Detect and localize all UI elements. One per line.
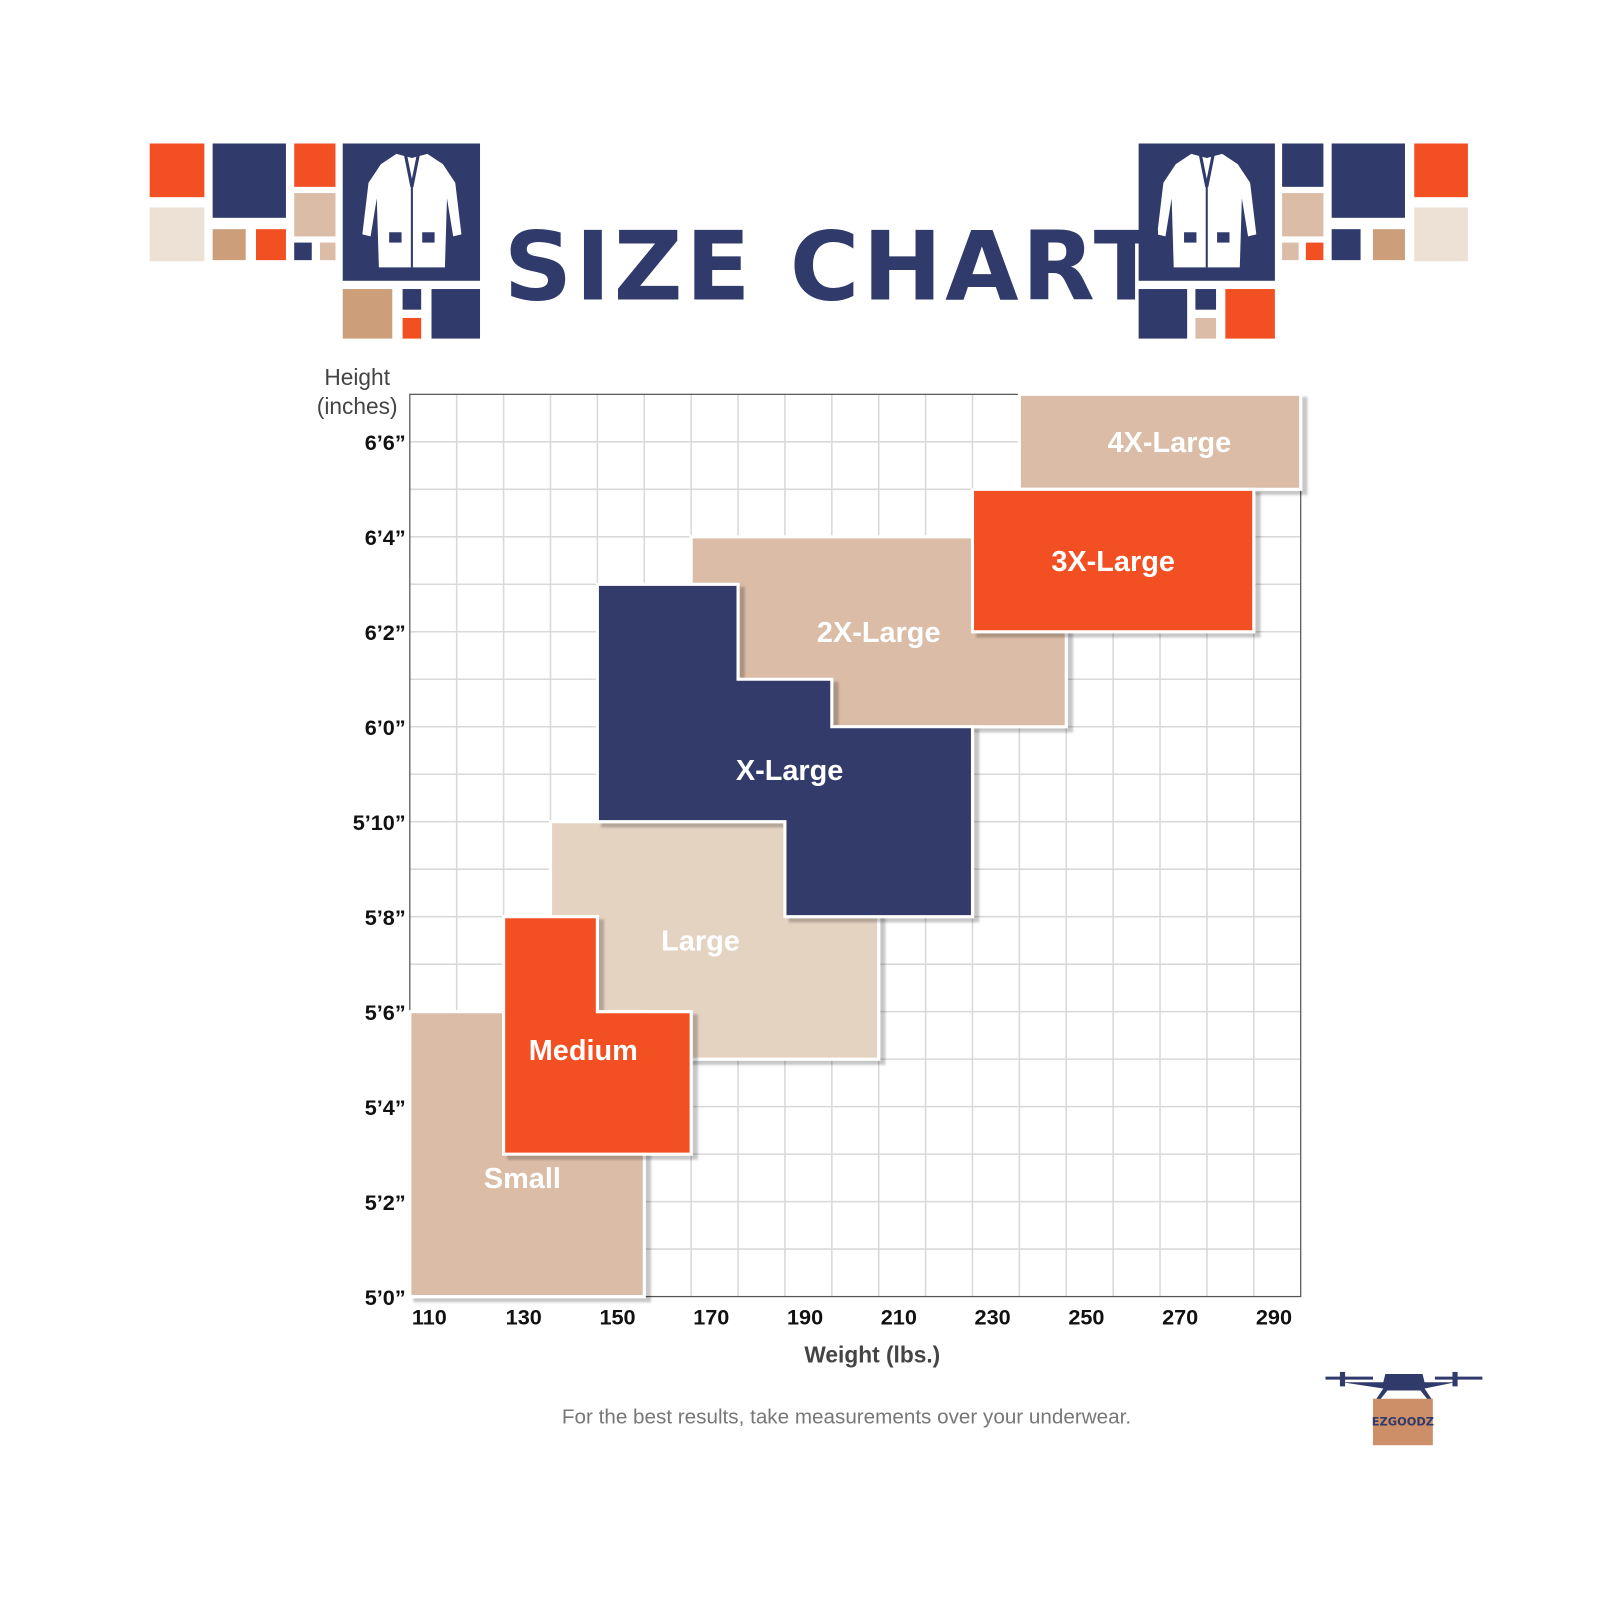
- y-tick-label: 5’2”: [365, 1190, 406, 1215]
- size-label: 3X-Large: [1051, 546, 1175, 578]
- page-title: SIZE CHART: [503, 211, 1162, 323]
- lab-coat-icon: [1138, 143, 1275, 281]
- size-label: Large: [661, 926, 740, 958]
- lab-coat-icon: [342, 143, 481, 281]
- size-region-3x-large: [970, 487, 1256, 634]
- y-tick-label: 6’4”: [365, 525, 406, 550]
- x-tick-label: 250: [1068, 1304, 1104, 1329]
- size-label: Medium: [529, 1035, 638, 1067]
- x-tick-label: 190: [787, 1304, 823, 1329]
- x-tick-label: 230: [975, 1304, 1011, 1329]
- size-label: X-Large: [736, 755, 844, 787]
- size-label: Small: [484, 1163, 561, 1195]
- x-axis-title: Weight (lbs.): [804, 1341, 941, 1368]
- y-axis-title: Height (inches): [316, 364, 398, 420]
- x-tick-label: 270: [1162, 1304, 1198, 1329]
- x-tick-label: 170: [693, 1304, 729, 1329]
- y-tick-label: 5’4”: [365, 1095, 406, 1120]
- logo-text: EZGOODZ: [1372, 1415, 1434, 1429]
- ezgoodz-drone-logo: EZGOODZ: [1325, 1371, 1483, 1446]
- y-tick-label: 6’2”: [365, 620, 406, 645]
- y-tick-label: 5’0”: [365, 1285, 406, 1310]
- x-tick-label: 110: [412, 1304, 447, 1329]
- plot-border: [409, 393, 1302, 1298]
- x-tick-label: 210: [881, 1304, 917, 1329]
- footer-note: For the best results, take measurements …: [561, 1405, 1132, 1429]
- y-tick-label: 5’6”: [365, 1000, 406, 1025]
- y-tick-label: 6’0”: [365, 715, 406, 740]
- x-tick-label: 150: [599, 1304, 635, 1329]
- y-tick-label: 5’10”: [353, 810, 406, 835]
- size-region-medium: [502, 915, 693, 1156]
- y-tick-label: 5’8”: [365, 905, 406, 930]
- size-label: 4X-Large: [1108, 427, 1232, 459]
- size-label: 2X-Large: [817, 617, 941, 649]
- x-tick-label: 130: [506, 1304, 542, 1329]
- y-tick-label: 6’6”: [365, 430, 406, 455]
- size-region-x-large: [595, 582, 975, 919]
- x-tick-label: 290: [1256, 1304, 1292, 1329]
